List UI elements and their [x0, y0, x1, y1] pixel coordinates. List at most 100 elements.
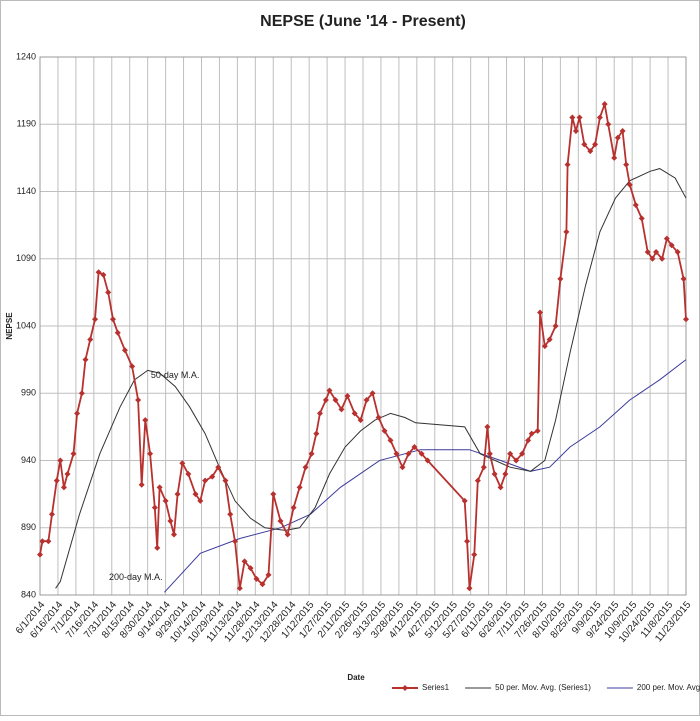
- data-point: [74, 410, 81, 417]
- data-point: [247, 565, 254, 572]
- data-point: [202, 477, 209, 484]
- data-point: [48, 511, 55, 518]
- data-point: [534, 427, 541, 434]
- data-point: [581, 141, 588, 148]
- data-point: [649, 255, 656, 262]
- data-point: [557, 275, 564, 282]
- y-tick-label: 840: [21, 589, 36, 599]
- data-point: [674, 249, 681, 256]
- data-point: [369, 390, 376, 397]
- data-point: [197, 497, 204, 504]
- y-tick-label: 990: [21, 388, 36, 398]
- data-point: [653, 249, 660, 256]
- data-point: [411, 444, 418, 451]
- data-point: [546, 336, 553, 343]
- data-point: [179, 460, 186, 467]
- data-point: [466, 585, 473, 592]
- data-point: [486, 450, 493, 457]
- data-point: [464, 538, 471, 545]
- data-point: [614, 134, 621, 141]
- data-point: [680, 275, 687, 282]
- data-point: [316, 410, 323, 417]
- data-point: [507, 450, 514, 457]
- data-point: [387, 437, 394, 444]
- chart-title: NEPSE (June '14 - Present): [260, 13, 466, 30]
- data-point: [497, 484, 504, 491]
- data-point: [638, 215, 645, 222]
- data-point: [170, 531, 177, 538]
- data-point: [296, 484, 303, 491]
- data-point: [596, 114, 603, 121]
- data-point: [563, 228, 570, 235]
- data-point: [605, 121, 612, 128]
- data-point: [147, 450, 154, 457]
- data-point: [322, 396, 329, 403]
- data-point: [277, 518, 284, 525]
- y-tick-label: 940: [21, 455, 36, 465]
- data-point: [668, 242, 675, 249]
- data-point: [623, 161, 630, 168]
- data-point: [659, 255, 666, 262]
- data-point: [601, 101, 608, 108]
- data-point: [114, 329, 121, 336]
- data-point: [284, 531, 291, 538]
- y-tick-label: 1040: [16, 320, 36, 330]
- data-point: [663, 235, 670, 242]
- data-point: [541, 343, 548, 350]
- data-point: [308, 450, 315, 457]
- data-point: [57, 457, 64, 464]
- data-point: [332, 396, 339, 403]
- data-point: [215, 464, 222, 471]
- series-line: [164, 359, 687, 593]
- data-point: [64, 470, 71, 477]
- legend-item: 200 per. Mov. Avg. (Series1): [606, 683, 700, 692]
- data-point: [53, 477, 60, 484]
- data-point: [192, 491, 199, 498]
- legend-item: Series1: [392, 683, 450, 692]
- y-tick-label: 890: [21, 522, 36, 532]
- data-point: [209, 473, 216, 480]
- data-point: [569, 114, 576, 121]
- annotation: 200-day M.A.: [109, 572, 163, 582]
- data-point: [480, 464, 487, 471]
- data-point: [537, 309, 544, 316]
- data-point: [592, 141, 599, 148]
- legend-label: 200 per. Mov. Avg. (Series1): [637, 683, 700, 692]
- data-point: [326, 387, 333, 394]
- annotation: 50-day M.A.: [151, 370, 200, 380]
- y-tick-label: 1190: [17, 119, 36, 129]
- data-point: [135, 396, 142, 403]
- data-point: [375, 414, 382, 421]
- data-point: [528, 430, 535, 437]
- data-point: [351, 410, 358, 417]
- data-point: [611, 154, 618, 161]
- data-point: [222, 477, 229, 484]
- data-point: [626, 181, 633, 188]
- data-point: [142, 417, 149, 424]
- data-point: [302, 464, 309, 471]
- data-point: [129, 363, 136, 370]
- data-point: [37, 551, 43, 558]
- data-point: [162, 497, 169, 504]
- data-point: [105, 289, 112, 296]
- data-point: [474, 477, 481, 484]
- data-point: [167, 518, 174, 525]
- data-point: [82, 356, 89, 363]
- data-point: [39, 538, 46, 545]
- data-point: [513, 457, 520, 464]
- data-point: [471, 551, 478, 558]
- data-point: [502, 470, 509, 477]
- data-point: [525, 437, 532, 444]
- data-point: [100, 271, 107, 278]
- data-point: [265, 571, 272, 578]
- data-point: [290, 504, 297, 511]
- data-point: [313, 430, 320, 437]
- data-point: [109, 316, 116, 323]
- data-point: [564, 161, 571, 168]
- data-point: [174, 491, 181, 498]
- data-point: [683, 316, 689, 323]
- y-tick-label: 1090: [16, 253, 36, 263]
- data-point: [154, 544, 161, 551]
- data-point: [491, 470, 498, 477]
